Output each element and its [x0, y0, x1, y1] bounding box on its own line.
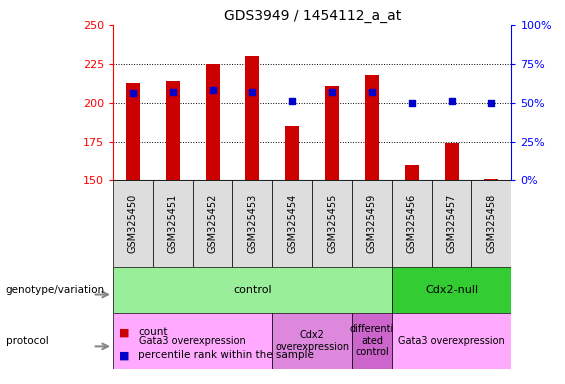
Bar — [193, 180, 233, 267]
Bar — [113, 180, 153, 267]
Point — [447, 98, 456, 104]
Point — [248, 89, 257, 95]
Bar — [484, 179, 498, 180]
Text: Cdx2-null: Cdx2-null — [425, 285, 478, 295]
Text: Cdx2
overexpression: Cdx2 overexpression — [275, 330, 349, 352]
Point — [487, 99, 496, 106]
Text: ■: ■ — [119, 350, 129, 360]
Bar — [392, 267, 511, 313]
Point — [208, 87, 217, 93]
Bar — [352, 313, 392, 369]
Bar — [113, 313, 272, 369]
Point — [288, 98, 297, 104]
Title: GDS3949 / 1454112_a_at: GDS3949 / 1454112_a_at — [224, 8, 401, 23]
Bar — [233, 180, 272, 267]
Bar — [365, 75, 379, 180]
Text: genotype/variation: genotype/variation — [6, 285, 105, 295]
Text: ■: ■ — [119, 327, 129, 337]
Text: GSM325453: GSM325453 — [247, 194, 258, 253]
Bar — [206, 64, 220, 180]
Text: percentile rank within the sample: percentile rank within the sample — [138, 350, 314, 360]
Text: Gata3 overexpression: Gata3 overexpression — [140, 336, 246, 346]
Bar — [352, 180, 392, 267]
Point — [128, 90, 137, 96]
Bar — [312, 180, 352, 267]
Text: protocol: protocol — [6, 336, 49, 346]
Bar — [325, 86, 339, 180]
Bar — [445, 143, 459, 180]
Bar — [392, 180, 432, 267]
Text: Gata3 overexpression: Gata3 overexpression — [398, 336, 505, 346]
Bar — [471, 180, 511, 267]
Bar — [392, 313, 511, 369]
Bar — [405, 165, 419, 180]
Text: GSM325450: GSM325450 — [128, 194, 138, 253]
Text: GSM325454: GSM325454 — [287, 194, 297, 253]
Bar — [153, 180, 193, 267]
Text: GSM325451: GSM325451 — [168, 194, 178, 253]
Point — [367, 89, 376, 95]
Point — [407, 99, 416, 106]
Text: GSM325452: GSM325452 — [207, 194, 218, 253]
Point — [328, 89, 337, 95]
Bar — [166, 81, 180, 180]
Bar — [272, 180, 312, 267]
Text: control: control — [233, 285, 272, 295]
Bar — [432, 180, 471, 267]
Text: GSM325457: GSM325457 — [446, 194, 457, 253]
Text: GSM325456: GSM325456 — [407, 194, 417, 253]
Bar — [126, 83, 140, 180]
Point — [168, 89, 177, 95]
Text: GSM325459: GSM325459 — [367, 194, 377, 253]
Bar — [245, 56, 259, 180]
Bar — [285, 126, 299, 180]
Text: differenti
ated
control: differenti ated control — [350, 324, 394, 358]
Bar — [113, 267, 392, 313]
Text: GSM325455: GSM325455 — [327, 194, 337, 253]
Text: count: count — [138, 327, 168, 337]
Bar — [272, 313, 352, 369]
Text: GSM325458: GSM325458 — [486, 194, 497, 253]
